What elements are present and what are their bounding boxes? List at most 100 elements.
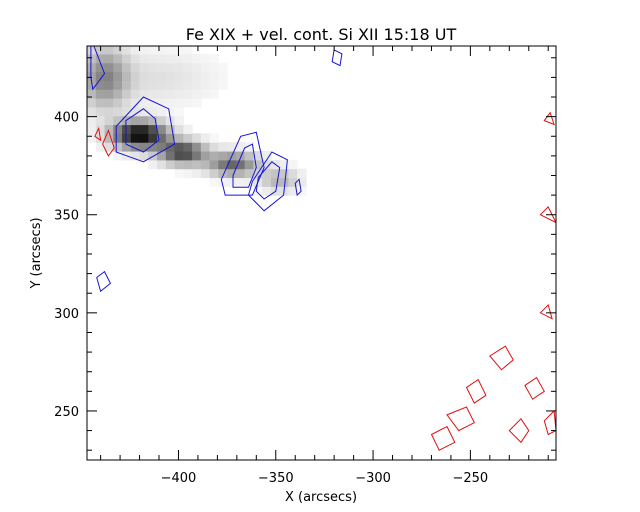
- image-pixel: [235, 150, 246, 161]
- image-pixel: [104, 133, 114, 143]
- blue-contour: [125, 108, 160, 153]
- image-pixel: [218, 142, 228, 152]
- image-pixel: [157, 98, 167, 108]
- image-pixel: [87, 71, 97, 81]
- image-pixel: [148, 62, 158, 73]
- image-pixel: [183, 133, 193, 143]
- image-pixel: [139, 124, 149, 134]
- image-pixel: [183, 89, 193, 99]
- image-pixel: [165, 150, 176, 161]
- image-pixel: [148, 115, 158, 126]
- image-pixel: [130, 124, 141, 134]
- y-tick-label: 300: [54, 307, 79, 322]
- image-pixel: [122, 46, 132, 55]
- image-pixel: [157, 150, 167, 161]
- image-pixel: [157, 115, 167, 126]
- blue-contour: [294, 178, 302, 197]
- red-contour: [430, 425, 456, 451]
- image-pixel: [95, 89, 106, 99]
- image-pixel: [218, 177, 228, 187]
- image-pixel: [148, 98, 158, 108]
- image-pixel: [174, 89, 184, 99]
- image-pixel: [113, 62, 123, 73]
- image-pixel: [262, 177, 272, 187]
- image-pixel: [130, 89, 141, 99]
- image-pixel: [218, 168, 228, 179]
- image-pixel: [139, 142, 149, 152]
- image-pixel: [157, 89, 167, 99]
- image-pixel: [104, 89, 114, 99]
- image-pixel: [139, 106, 149, 117]
- image-pixel: [270, 168, 281, 179]
- image-pixel: [157, 142, 167, 152]
- image-pixel: [244, 177, 254, 187]
- x-tick-label: −250: [453, 471, 489, 486]
- image-pixel: [130, 53, 141, 64]
- image-pixel: [130, 71, 141, 81]
- image-pixel: [209, 71, 219, 81]
- image-pixel: [192, 168, 202, 179]
- x-axis-label: X (arcsecs): [285, 490, 357, 505]
- image-pixel: [192, 159, 202, 170]
- image-pixel: [165, 80, 176, 90]
- image-pixel: [148, 53, 158, 64]
- image-pixel: [192, 133, 202, 143]
- image-pixel: [122, 133, 132, 143]
- image-pixel: [113, 106, 123, 117]
- image-pixel: [148, 150, 158, 161]
- image-pixel: [288, 159, 298, 170]
- red-contour: [94, 126, 102, 142]
- red-contour: [102, 128, 115, 157]
- image-pixel: [95, 98, 106, 108]
- image-pixel: [130, 150, 141, 161]
- image-pixel: [104, 98, 114, 108]
- image-pixel: [87, 98, 97, 108]
- image-pixel: [113, 150, 123, 161]
- image-pixel: [165, 124, 176, 134]
- image-pixel: [218, 71, 228, 81]
- image-pixel: [122, 80, 132, 90]
- image-pixel: [95, 53, 106, 64]
- image-pixel: [174, 159, 184, 170]
- red-contour: [539, 304, 553, 320]
- image-pixel: [235, 159, 246, 170]
- image-pixel: [87, 115, 97, 126]
- blue-contour: [90, 46, 106, 91]
- image-pixel: [183, 124, 193, 134]
- image-pixel: [122, 142, 132, 152]
- image-pixel: [297, 177, 307, 187]
- x-tick-label: −300: [355, 471, 391, 486]
- blue-contour: [331, 49, 343, 67]
- image-pixel: [139, 98, 149, 108]
- image-pixel: [244, 150, 254, 161]
- image-pixel: [165, 133, 176, 143]
- image-pixel: [130, 80, 141, 90]
- image-pixel: [183, 62, 193, 73]
- blue-contour: [115, 96, 176, 163]
- blue-velocity-contours: [90, 46, 343, 293]
- image-pixel: [200, 89, 211, 99]
- image-pixel: [157, 124, 167, 134]
- image-pixel: [148, 89, 158, 99]
- image-pixel: [209, 133, 219, 143]
- y-axis-label: Y (arcsecs): [29, 217, 44, 289]
- image-pixel: [192, 53, 202, 64]
- image-pixel: [200, 150, 211, 161]
- image-pixel: [288, 168, 298, 179]
- image-pixel: [235, 177, 246, 187]
- image-pixel: [192, 71, 202, 81]
- image-pixel: [104, 106, 114, 117]
- image-pixel: [157, 46, 167, 55]
- image-pixel: [122, 71, 132, 81]
- image-pixel: [113, 89, 123, 99]
- image-pixel: [209, 80, 219, 90]
- image-pixel: [104, 124, 114, 134]
- image-pixel: [122, 62, 132, 73]
- image-pixel: [209, 89, 219, 99]
- image-pixel: [87, 62, 97, 73]
- image-pixel: [200, 133, 211, 143]
- image-pixel: [130, 142, 141, 152]
- image-pixel: [148, 80, 158, 90]
- image-pixel: [174, 71, 184, 81]
- image-pixel: [244, 159, 254, 170]
